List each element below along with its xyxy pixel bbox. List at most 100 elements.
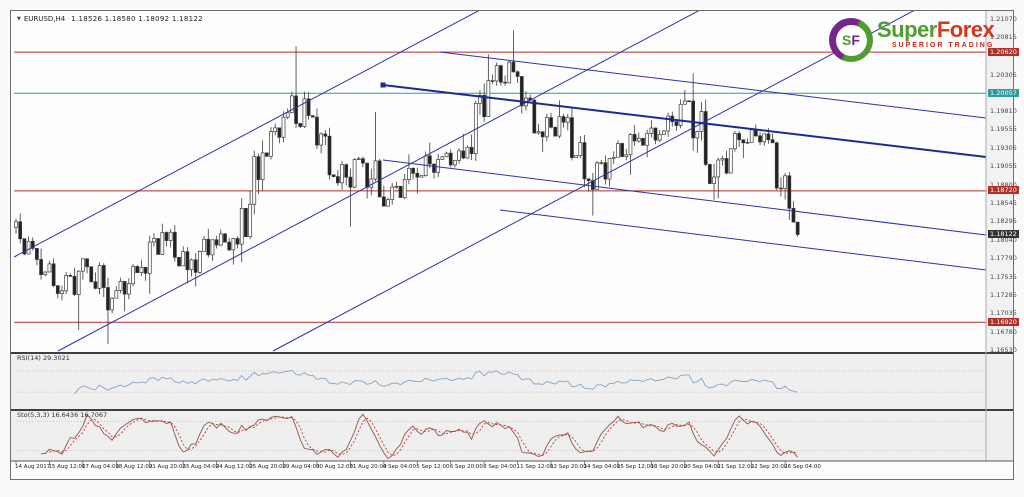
time-axis-tick: 12 Sep 20:00 [550, 464, 587, 470]
candle-body [695, 131, 700, 139]
time-axis-tick: 25 Aug 20:00 [249, 464, 287, 470]
candle-body [239, 208, 244, 245]
stochastic-indicator-label: Sto(5,3,3) 16.6436 16.7067 [17, 411, 108, 419]
candle-body [210, 239, 215, 256]
candle-body [565, 117, 570, 123]
candle-body [482, 95, 487, 118]
descending-channel-line-1[interactable] [439, 51, 987, 119]
descending-channel-line-4[interactable] [499, 209, 987, 271]
candle-body [64, 275, 69, 292]
candle-body [101, 265, 106, 288]
candle-body [164, 232, 169, 241]
line-price-tag-support-resistance: 1.18720 [988, 186, 1019, 195]
candle-body [787, 175, 792, 209]
candle-body [127, 283, 131, 295]
candle-body [285, 112, 290, 118]
candle-body [611, 156, 616, 159]
candles-layer [14, 30, 800, 345]
price-axis[interactable]: 1.21070 1.20815 1.20305 1.19810 1.19555 1.193… [987, 11, 1019, 461]
candle-body [206, 238, 211, 256]
ascending-channel-line-2[interactable] [57, 11, 700, 352]
time-axis-tick: 5 Sep 12:00 [416, 464, 450, 470]
ascending-channel-line-3[interactable] [272, 11, 915, 352]
trendline-anchor-handle[interactable] [380, 82, 386, 88]
candle-body [666, 115, 670, 132]
candle-body [76, 270, 81, 295]
candle-body [432, 163, 436, 173]
candle-body [331, 174, 336, 177]
price-axis-tick: 1.18295 [990, 217, 1017, 226]
candle-body [277, 127, 282, 138]
candle-body [599, 162, 604, 164]
candle-body [741, 139, 746, 144]
stoch-signal-line[interactable] [49, 416, 798, 457]
candle-body [649, 127, 654, 134]
candle-body [720, 158, 725, 161]
candle-body [152, 238, 156, 243]
candle-body [465, 146, 470, 159]
candle-body [260, 152, 265, 180]
candle-body [327, 135, 332, 176]
candle-body [248, 203, 252, 238]
candle-body [691, 100, 696, 139]
candle-body [218, 233, 223, 246]
price-axis-tick: 1.17790 [990, 254, 1017, 263]
candle-body [570, 117, 574, 158]
candle-body [436, 159, 441, 173]
candle-body [377, 160, 382, 198]
price-axis-tick: 1.20815 [990, 33, 1017, 42]
candle-body [60, 290, 64, 294]
stoch-main-line[interactable] [41, 413, 799, 460]
descending-channel-line-3[interactable] [382, 159, 987, 236]
candle-body [160, 232, 165, 255]
candle-body [749, 129, 754, 143]
panel-separator-stochastic[interactable] [11, 409, 1013, 411]
time-axis-tick: 24 Aug 12:00 [215, 464, 253, 470]
candle-body [281, 116, 286, 138]
candle-body [55, 285, 60, 294]
time-axis[interactable]: 14 Aug 2017 15 Aug 12:00 17 Aug 04:00 18 Au… [11, 461, 1013, 478]
rsi-line[interactable] [74, 369, 798, 395]
candle-body [47, 263, 52, 273]
time-axis-tick: 17 Aug 04:00 [81, 464, 119, 470]
candle-body [122, 281, 127, 295]
symbol-dropdown-icon[interactable]: ▼ [17, 16, 21, 22]
candle-body [93, 281, 98, 289]
candle-body [636, 137, 641, 142]
candle-body [716, 159, 721, 178]
candle-body [427, 155, 432, 165]
candle-body [779, 187, 783, 190]
candle-body [114, 290, 119, 299]
descending-channel-line-2[interactable] [382, 84, 987, 158]
candle-body [227, 241, 232, 251]
line-price-tag-support: 1.16920 [988, 317, 1019, 326]
candle-body [252, 156, 257, 205]
time-axis-tick: 29 Aug 04:00 [282, 464, 320, 470]
candle-body [494, 65, 499, 82]
line-price-tag-resistance: 1.20620 [988, 47, 1019, 56]
candle-body [578, 142, 583, 156]
line-price-tag-pivot: 1.20057 [988, 88, 1019, 97]
panel-separator-rsi[interactable] [11, 352, 1013, 354]
time-axis-tick: 14 Sep 04:00 [583, 464, 621, 470]
candle-body [310, 115, 315, 118]
candle-body [469, 146, 474, 154]
candle-body [678, 103, 683, 126]
price-axis-tick: 1.19810 [990, 106, 1017, 115]
price-axis-tick: 1.19555 [990, 125, 1017, 134]
candle-body [306, 98, 311, 117]
candle-body [653, 127, 658, 141]
time-axis-tick: 31 Aug 20:00 [349, 464, 387, 470]
candle-body [302, 98, 307, 127]
symbol-label: EURUSD,H4 [23, 15, 66, 23]
chart-canvas[interactable] [11, 11, 1013, 479]
candle-body [519, 76, 524, 107]
candle-body [724, 158, 729, 174]
stochastic-panel [11, 411, 1013, 461]
candle-body [682, 100, 687, 105]
ascending-channel-line-1[interactable] [13, 11, 480, 258]
brand-tagline: SUPERIOR TRADING [891, 42, 995, 49]
candle-body [373, 160, 378, 180]
candle-body [545, 117, 549, 138]
candle-body [440, 156, 445, 160]
